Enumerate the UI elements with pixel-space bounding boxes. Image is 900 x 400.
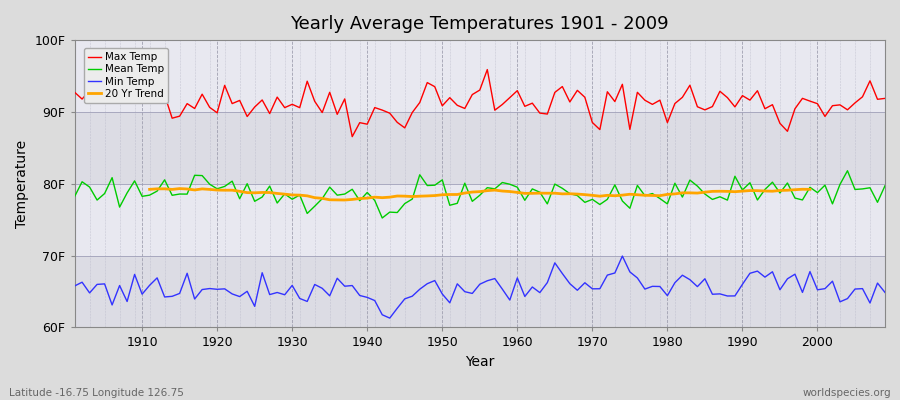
Bar [75, 256, 885, 328]
20 Yr Trend [175, 186, 185, 191]
Max Temp [339, 96, 350, 101]
Min Temp [339, 284, 350, 289]
Mean Temp [879, 183, 890, 188]
20 Yr Trend [234, 189, 245, 194]
Mean Temp [294, 193, 305, 198]
Mean Temp [609, 182, 620, 187]
Max Temp [519, 104, 530, 109]
Mean Temp [512, 185, 523, 190]
Min Temp [130, 272, 140, 277]
Min Temp [617, 254, 628, 258]
Max Temp [69, 90, 80, 95]
Min Temp [384, 316, 395, 320]
Mean Temp [69, 194, 80, 199]
Mean Temp [339, 192, 350, 196]
Line: Max Temp: Max Temp [75, 70, 885, 137]
Line: Min Temp: Min Temp [75, 256, 885, 318]
Max Temp [346, 134, 357, 139]
Mean Temp [130, 178, 140, 183]
Min Temp [294, 296, 305, 301]
20 Yr Trend [805, 187, 815, 192]
Bar [75, 112, 885, 184]
Title: Yearly Average Temperatures 1901 - 2009: Yearly Average Temperatures 1901 - 2009 [291, 15, 669, 33]
Min Temp [609, 270, 620, 275]
Max Temp [130, 100, 140, 105]
Text: Latitude -16.75 Longitude 126.75: Latitude -16.75 Longitude 126.75 [9, 388, 184, 398]
Mean Temp [842, 168, 853, 173]
Min Temp [879, 290, 890, 295]
Text: worldspecies.org: worldspecies.org [803, 388, 891, 398]
Line: Mean Temp: Mean Temp [75, 171, 885, 218]
Min Temp [519, 294, 530, 299]
20 Yr Trend [497, 189, 508, 194]
Mean Temp [377, 216, 388, 220]
20 Yr Trend [414, 194, 425, 198]
Max Temp [879, 96, 890, 101]
X-axis label: Year: Year [465, 355, 494, 369]
Min Temp [512, 276, 523, 280]
Max Temp [482, 67, 492, 72]
20 Yr Trend [144, 187, 155, 192]
20 Yr Trend [287, 192, 298, 197]
Y-axis label: Temperature: Temperature [15, 140, 29, 228]
Max Temp [617, 82, 628, 87]
Bar [75, 40, 885, 112]
Max Temp [294, 105, 305, 110]
Max Temp [526, 101, 537, 106]
Bar [75, 184, 885, 256]
20 Yr Trend [744, 188, 755, 193]
20 Yr Trend [339, 198, 350, 202]
Mean Temp [519, 198, 530, 203]
Min Temp [69, 284, 80, 288]
Line: 20 Yr Trend: 20 Yr Trend [149, 188, 810, 200]
Legend: Max Temp, Mean Temp, Min Temp, 20 Yr Trend: Max Temp, Mean Temp, Min Temp, 20 Yr Tre… [84, 48, 168, 103]
20 Yr Trend [220, 188, 230, 193]
